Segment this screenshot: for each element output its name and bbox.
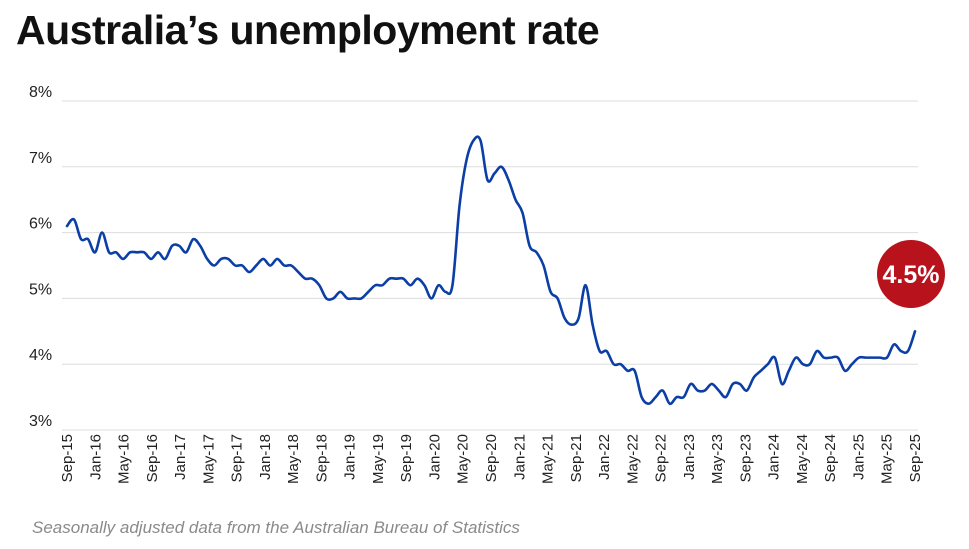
x-tick-label: May-18 [285, 434, 302, 484]
y-tick-label: 6% [29, 216, 52, 233]
x-tick-label: Jan-23 [681, 434, 698, 480]
x-tick-label: Jan-22 [596, 434, 613, 480]
x-tick-label: Jan-17 [172, 434, 189, 480]
x-tick-label: Sep-15 [59, 434, 76, 482]
y-tick-label: 3% [29, 413, 52, 430]
x-tick-label: Jan-21 [511, 434, 528, 480]
x-tick-label: Sep-21 [568, 434, 585, 482]
x-tick-label: Jan-16 [87, 434, 104, 480]
grid-lines [62, 100, 918, 431]
x-tick-label: May-21 [540, 434, 557, 484]
x-tick-label: May-17 [200, 434, 217, 484]
series-line-unemployment [65, 135, 917, 406]
x-tick-label: Jan-20 [426, 434, 443, 480]
x-tick-label: May-25 [879, 434, 896, 484]
x-tick-label: May-19 [370, 434, 387, 484]
x-tick-label: Jan-19 [342, 434, 359, 480]
x-tick-label: Jan-24 [766, 434, 783, 480]
x-tick-label: Sep-23 [737, 434, 754, 482]
chart-title: Australia’s unemployment rate [16, 7, 600, 53]
x-axis-ticks: Sep-15 Jan-16 May-16 Sep-16 Jan-17 May-17 Sep-… [59, 434, 924, 484]
x-tick-label: May-23 [709, 434, 726, 484]
x-tick-label: May-22 [624, 434, 641, 484]
x-tick-label: Sep-22 [653, 434, 670, 482]
y-tick-label: 8% [29, 84, 52, 101]
x-tick-label: Sep-20 [483, 434, 500, 482]
x-tick-label: Sep-18 [313, 434, 330, 482]
x-tick-label: May-16 [116, 434, 133, 484]
source-note: Seasonally adjusted data from the Austra… [32, 518, 520, 537]
x-tick-label: Jan-25 [850, 434, 867, 480]
x-tick-label: May-20 [455, 434, 472, 484]
x-tick-label: Sep-19 [398, 434, 415, 482]
latest-value-badge-circle [877, 240, 945, 308]
y-tick-label: 5% [29, 281, 52, 298]
x-tick-label: Jan-18 [257, 434, 274, 480]
y-tick-label: 7% [29, 150, 52, 167]
y-tick-label: 4% [29, 347, 52, 364]
x-tick-label: May-24 [794, 434, 811, 484]
latest-value-badge: 4.5% [877, 240, 945, 308]
x-tick-label: Sep-17 [229, 434, 246, 482]
x-tick-label: Sep-25 [907, 434, 924, 482]
x-tick-label: Sep-24 [822, 434, 839, 482]
y-axis-ticks: 3% 4% 5% 6% 7% 8% [29, 84, 52, 430]
x-tick-label: Sep-16 [144, 434, 161, 482]
latest-value-label: 4.5% [883, 261, 940, 289]
